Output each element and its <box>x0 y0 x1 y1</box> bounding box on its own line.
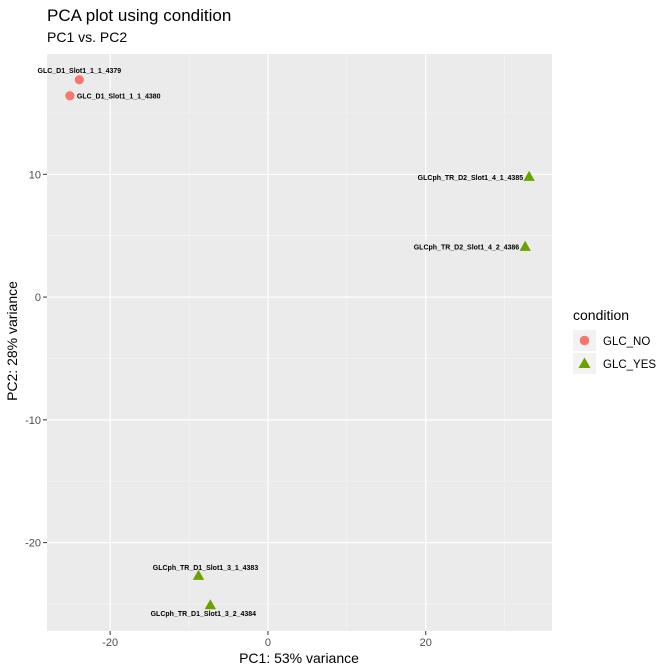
data-point-label: GLCph_TR_D2_Slot1_4_2_4386 <box>414 245 520 252</box>
chart-subtitle: PC1 vs. PC2 <box>47 29 127 45</box>
y-axis-title: PC2: 28% variance <box>4 281 20 401</box>
panel-background <box>47 54 552 631</box>
legend-label-glc-yes: GLC_YES <box>603 359 656 371</box>
x-tick-label: 20 <box>420 637 432 649</box>
x-tick-label: -20 <box>102 637 118 649</box>
x-axis-title: PC1: 53% variance <box>239 650 359 666</box>
data-point-glc-no <box>65 91 75 101</box>
y-tick-label: 0 <box>35 292 41 304</box>
data-point-glc-yes <box>204 599 217 610</box>
data-point-label: GLCph_TR_D2_Slot1_4_1_4385 <box>418 175 524 182</box>
data-point-label: GLC_D1_Slot1_1_1_4380 <box>77 94 161 101</box>
legend-key-glc-yes <box>578 357 591 368</box>
plot-panel: GLC_D1_Slot1_1_1_4379 GLC_D1_Slot1_1_1_43… <box>38 54 552 631</box>
data-point-glc-yes <box>192 569 205 580</box>
legend-title: condition <box>573 307 629 323</box>
data-point-glc-no <box>74 75 84 85</box>
data-point-label: GLCph_TR_D1_Slot1_3_1_4383 <box>153 565 259 572</box>
y-tick-label: -10 <box>25 415 41 427</box>
data-point-glc-yes <box>523 170 535 181</box>
data-point-label: GLC_D1_Slot1_1_1_4379 <box>38 68 122 75</box>
y-tick-label: 10 <box>29 169 41 181</box>
data-point-label: GLCph_TR_D1_Slot1_3_2_4384 <box>151 611 257 618</box>
legend: condition GLC_NO GLC_YES <box>573 307 656 374</box>
y-tick-label: -20 <box>25 538 41 550</box>
x-tick-label: 0 <box>265 637 271 649</box>
chart-title: PCA plot using condition <box>47 6 231 25</box>
data-point-glc-yes <box>519 240 531 251</box>
legend-key-glc-no <box>579 335 590 346</box>
legend-label-glc-no: GLC_NO <box>603 336 650 348</box>
axes: -20 0 20 -20 -10 0 10 <box>25 169 432 649</box>
